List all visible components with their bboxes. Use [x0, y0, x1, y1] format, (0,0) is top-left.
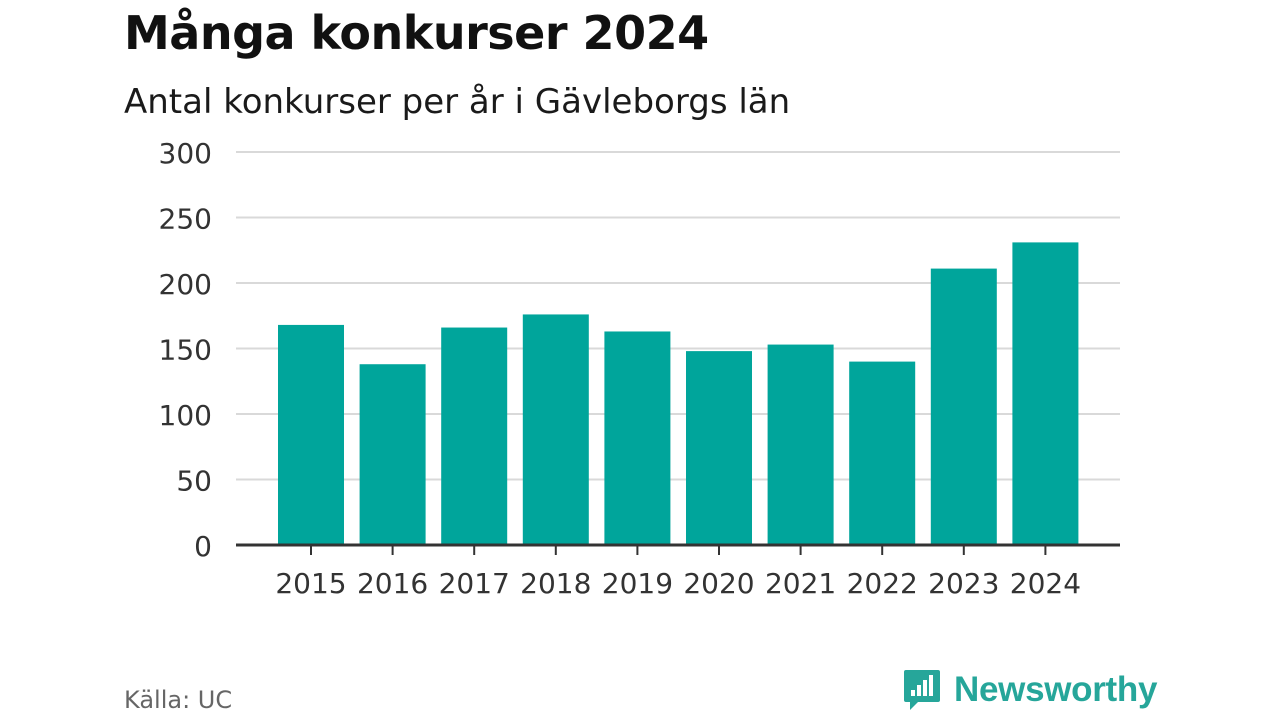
bar-2021 [767, 344, 834, 545]
y-tick-label: 50 [176, 465, 212, 498]
x-tick-label: 2023 [928, 567, 999, 600]
chart-title: Många konkurser 2024 [124, 6, 709, 60]
chart-subtitle: Antal konkurser per år i Gävleborgs län [124, 82, 791, 122]
bar-2022 [849, 361, 916, 545]
bar-2018 [522, 314, 589, 545]
y-tick-label: 150 [159, 334, 212, 367]
y-tick-label: 200 [159, 268, 212, 301]
bars [278, 242, 1079, 545]
y-tick-label: 100 [159, 399, 212, 432]
x-tick-label: 2015 [275, 567, 346, 600]
x-tick-label: 2019 [602, 567, 673, 600]
brand-logo: Newsworthy [902, 668, 1157, 712]
x-tick-labels: 2015 2016 2017 2018 2019 2020 2021 2022 2023 2024 [275, 567, 1081, 600]
x-tick-label: 2022 [847, 567, 918, 600]
bar-chart-speech-bubble-icon [904, 670, 940, 710]
y-tick-label: 300 [159, 137, 212, 170]
x-axis [236, 543, 1120, 555]
bar-2024 [1012, 242, 1079, 545]
y-tick-label: 250 [159, 203, 212, 236]
bar-2020 [686, 351, 752, 545]
y-tick-labels: 0 50 100 150 200 250 300 [159, 137, 212, 563]
x-tick-label: 2018 [520, 567, 591, 600]
x-tick-label: 2020 [683, 567, 754, 600]
x-tick-label: 2021 [765, 567, 836, 600]
bar-2023 [930, 268, 997, 545]
brand-name: Newsworthy [954, 670, 1158, 709]
source-note: Källa: UC [124, 686, 233, 714]
bar-2019 [604, 331, 671, 545]
y-tick-label: 0 [194, 530, 212, 563]
x-tick-label: 2016 [357, 567, 428, 600]
x-tick-label: 2024 [1010, 567, 1081, 600]
bar-2015 [278, 324, 344, 545]
bar-2016 [359, 364, 426, 545]
x-tick-label: 2017 [439, 567, 510, 600]
bar-2017 [441, 327, 508, 545]
